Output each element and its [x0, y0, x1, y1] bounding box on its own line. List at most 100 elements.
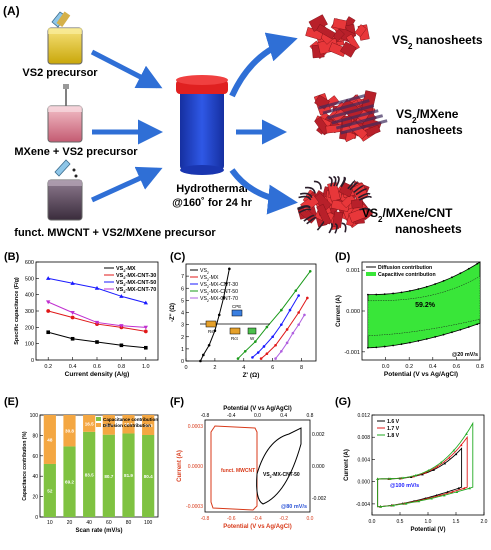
y-tick-label-right: -0.002	[312, 496, 326, 502]
warburg-element	[247, 327, 257, 335]
series-label: funct. MWCNT	[221, 468, 255, 474]
bar-capacitive	[102, 434, 115, 517]
legend-entry: 1.6 V	[387, 419, 400, 425]
data-point	[425, 285, 428, 288]
carbon-nanotube	[357, 192, 371, 199]
x-tick-label: 0	[184, 365, 187, 371]
y-tick-label: 0.008	[357, 435, 370, 441]
series-line	[252, 295, 300, 358]
bar-capacitive	[83, 431, 96, 517]
x-axis-label: Potential (V vs Ag/AgCl)	[384, 371, 458, 378]
y-tick-label: 0.012	[357, 413, 370, 419]
x-tick-label: 40	[86, 520, 92, 526]
precursor-label-3: funct. MWCNT + VS2/MXene precursor	[14, 227, 216, 239]
y-tick-label-right: 0.000	[312, 464, 325, 470]
data-point	[271, 335, 274, 339]
data-point	[222, 296, 225, 300]
data-point	[392, 504, 395, 507]
data-point	[388, 477, 392, 480]
y-tick-label: 20	[32, 495, 38, 501]
x-tick-label: 0.2	[44, 364, 52, 370]
resistor-rs	[205, 320, 217, 328]
y-tick-label: 600	[25, 260, 34, 266]
y-tick-label: 300	[25, 309, 34, 315]
x-tick-label-bottom: 0.0	[307, 516, 314, 522]
arrow-reactor-to-vs2	[229, 32, 298, 98]
legend-swatch	[366, 272, 376, 276]
data-point	[280, 323, 283, 326]
scan-rate-note: @20 mV/s	[452, 352, 478, 358]
nanosheet	[300, 194, 320, 213]
equivalent-circuit-inset: Rs Rct CPE W	[200, 304, 270, 341]
mxene-layer	[322, 99, 370, 115]
percent-annotation: 59.2%	[415, 302, 436, 309]
y-tick-label-left: 0.0000	[188, 464, 204, 470]
data-point	[439, 461, 443, 464]
data-point	[375, 293, 378, 296]
y-axis-label: Current (A)	[177, 450, 183, 482]
bar-value-label: 16.5	[85, 421, 94, 426]
y-tick-label: 0.000	[346, 309, 360, 315]
nanosheet	[332, 18, 348, 30]
data-point	[144, 345, 148, 350]
x-tick-label: 0.5	[397, 519, 404, 525]
x-tick-label-top: 0.4	[280, 413, 287, 419]
x-tick-label: 60	[106, 520, 112, 526]
data-point	[70, 311, 75, 315]
data-point	[367, 346, 369, 349]
bar-value-label: 48	[47, 437, 53, 442]
precursor-label-2: MXene + VS2 precursor	[14, 146, 138, 158]
data-point	[424, 471, 427, 474]
hydrothermal-line-1: Hydrothermal	[176, 183, 248, 195]
carbon-nanotube	[316, 220, 325, 231]
vs2-nanosheets-illustration	[305, 14, 370, 59]
data-point	[95, 340, 99, 344]
series-line	[48, 331, 146, 349]
data-point	[306, 296, 309, 300]
y-tick-label: 60	[32, 454, 38, 460]
data-point	[265, 352, 269, 356]
scan-rate-note: @80 mV/s	[281, 504, 307, 510]
nanosheet	[350, 198, 364, 209]
carbon-nanotube	[359, 207, 373, 213]
x-tick-label: 10	[47, 520, 53, 526]
data-point	[259, 357, 263, 360]
scheme-panel: (A) VS2 precursor MXene + VS2 precursor …	[3, 4, 483, 239]
y-tick-label-right: 0.002	[312, 432, 325, 438]
x-tick-label-top: 0.0	[254, 413, 261, 419]
data-point	[447, 456, 451, 459]
y-axis-label: Specific capacitance (F/g)	[14, 277, 20, 345]
data-point	[217, 313, 221, 317]
data-point	[256, 351, 260, 354]
carbon-nanotube	[298, 208, 312, 214]
carbon-nanotube	[341, 222, 347, 233]
x-tick-label: 0.4	[69, 364, 77, 370]
x-tick-label-bottom: -0.2	[279, 516, 288, 522]
legend-entry: 1.8 V	[387, 433, 400, 439]
legend-entry: VS2-MX	[116, 266, 136, 273]
data-point	[446, 490, 449, 493]
bar-capacitive	[63, 446, 76, 517]
mxene-layer	[331, 109, 379, 125]
circuit-label-cpe: CPE	[232, 304, 241, 309]
x-tick-label: 0.6	[453, 364, 461, 370]
data-point	[465, 432, 468, 435]
data-point	[409, 289, 411, 292]
nanosheet	[316, 23, 336, 40]
data-point	[274, 357, 277, 360]
x-axis-label-top: Potential (V vs Ag/AgCl)	[223, 406, 291, 412]
product-label-vs2-mxene-2: nanosheets	[396, 123, 463, 137]
data-point	[294, 289, 298, 292]
data-point	[70, 281, 75, 285]
data-point	[436, 465, 439, 468]
arrow-precursor-1	[90, 49, 163, 89]
bar-value-label: 19.3	[104, 423, 113, 428]
legend-entry: VS2-MX-CNT-50	[116, 280, 156, 287]
y-tick-label: 100	[30, 413, 39, 419]
data-point	[297, 311, 300, 314]
legend-entry: VS2-MX-CNT-30	[116, 273, 156, 280]
bar-diffusion	[122, 415, 135, 434]
x-axis-label: Z' (Ω)	[243, 372, 260, 379]
